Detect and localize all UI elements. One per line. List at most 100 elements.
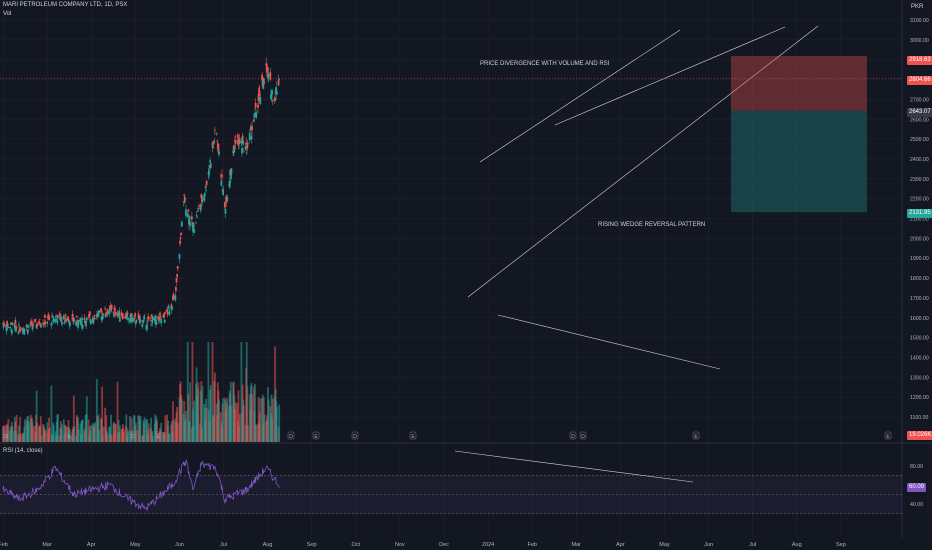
candle-body bbox=[10, 329, 13, 334]
candle-body bbox=[150, 323, 153, 325]
candle-body bbox=[183, 197, 186, 203]
candle-body bbox=[92, 319, 95, 321]
candle-body bbox=[196, 217, 199, 219]
candle-body bbox=[275, 87, 278, 95]
candle-body bbox=[110, 308, 112, 311]
candle-body bbox=[130, 313, 133, 318]
candle-body bbox=[56, 315, 59, 319]
volume-bar bbox=[46, 422, 49, 442]
rsi-value-tag: 60.09 bbox=[907, 483, 927, 492]
candle-body bbox=[77, 319, 80, 325]
candle-body bbox=[116, 313, 119, 317]
candle-body bbox=[277, 79, 280, 86]
candle-body bbox=[238, 138, 241, 144]
event-marker-label: D bbox=[4, 434, 8, 440]
candle-body bbox=[130, 321, 132, 322]
volume-bar bbox=[79, 423, 82, 442]
candle-body bbox=[36, 323, 39, 326]
candle-body bbox=[121, 315, 124, 317]
volume-bar bbox=[207, 342, 210, 442]
candle-body bbox=[189, 221, 191, 226]
current-price-tag: 2804.66 bbox=[907, 76, 932, 85]
candle-body bbox=[209, 163, 212, 169]
candle-body bbox=[236, 139, 239, 141]
volume-bar bbox=[254, 384, 256, 442]
candle-body bbox=[174, 295, 177, 301]
candle-body bbox=[271, 90, 274, 95]
volume-bar bbox=[116, 381, 119, 442]
candle-body bbox=[26, 329, 29, 334]
candle-body bbox=[104, 313, 107, 317]
candle-body bbox=[262, 79, 265, 84]
candle-body bbox=[261, 79, 264, 87]
volume-bar bbox=[271, 398, 274, 442]
candle-body bbox=[81, 318, 83, 321]
price-tick-label: 2000.00 bbox=[910, 236, 929, 242]
candle-body bbox=[22, 328, 25, 332]
candle-body bbox=[97, 310, 100, 316]
candle-body bbox=[205, 180, 208, 186]
time-tick-label: Mar bbox=[42, 542, 52, 548]
candle-body bbox=[222, 189, 225, 196]
candle-body bbox=[275, 91, 278, 95]
volume-bar bbox=[56, 414, 59, 442]
candle-body bbox=[31, 325, 34, 330]
candle-body bbox=[199, 204, 202, 211]
candle-body bbox=[245, 152, 248, 154]
candle-body bbox=[34, 319, 37, 321]
candle-body bbox=[14, 319, 17, 324]
event-marker-label: D bbox=[289, 434, 293, 440]
rsi-label: RSI (14, close) bbox=[3, 448, 43, 454]
candle-body bbox=[266, 66, 269, 71]
volume-bar bbox=[7, 418, 10, 442]
candle-body bbox=[278, 78, 281, 80]
volume-bar bbox=[127, 431, 130, 442]
candle-body bbox=[75, 321, 78, 326]
candle-body bbox=[7, 326, 10, 328]
candle-body bbox=[96, 314, 99, 317]
currency-label: PKR bbox=[911, 4, 924, 10]
event-marker bbox=[129, 431, 137, 440]
candle-body bbox=[269, 72, 272, 80]
candle-body bbox=[56, 321, 59, 324]
volume-bar bbox=[94, 421, 96, 442]
volume-bar bbox=[259, 398, 262, 442]
candle-body bbox=[47, 314, 50, 319]
candle-body bbox=[213, 130, 216, 131]
price-tick-label: 1400.00 bbox=[910, 355, 929, 361]
candle-body bbox=[220, 180, 223, 186]
candle-body bbox=[208, 170, 210, 176]
candle-body bbox=[141, 324, 144, 327]
candle-body bbox=[6, 323, 9, 326]
candle-body bbox=[170, 304, 173, 308]
candle-body bbox=[15, 327, 17, 332]
candle-body bbox=[178, 254, 181, 259]
volume-bar bbox=[39, 416, 42, 442]
volume-bar bbox=[192, 408, 194, 442]
candle-body bbox=[183, 194, 186, 196]
price-tick-label: 1900.00 bbox=[910, 256, 929, 262]
event-marker bbox=[154, 431, 162, 440]
candle-body bbox=[69, 323, 72, 325]
time-tick-label: 2024 bbox=[482, 542, 494, 548]
price-tick-label: 3100.00 bbox=[910, 18, 929, 24]
time-tick-label: Mar bbox=[572, 542, 582, 548]
volume-bar bbox=[209, 384, 212, 442]
candle-body bbox=[62, 315, 65, 320]
candle-body bbox=[108, 310, 111, 315]
candle-body bbox=[2, 323, 4, 325]
event-marker-label: D bbox=[581, 434, 585, 440]
risk-zone bbox=[731, 56, 867, 111]
candle-body bbox=[261, 74, 263, 81]
candle-body bbox=[200, 194, 203, 199]
volume-bar bbox=[143, 417, 146, 442]
candle-body bbox=[147, 316, 150, 320]
candle-body bbox=[9, 326, 11, 329]
candle-body bbox=[259, 96, 262, 105]
candle-body bbox=[129, 314, 132, 320]
candle-body bbox=[40, 325, 43, 327]
candle-body bbox=[92, 319, 95, 324]
volume-bar bbox=[172, 420, 175, 442]
volume-bar bbox=[36, 422, 39, 442]
candle-body bbox=[100, 316, 103, 320]
